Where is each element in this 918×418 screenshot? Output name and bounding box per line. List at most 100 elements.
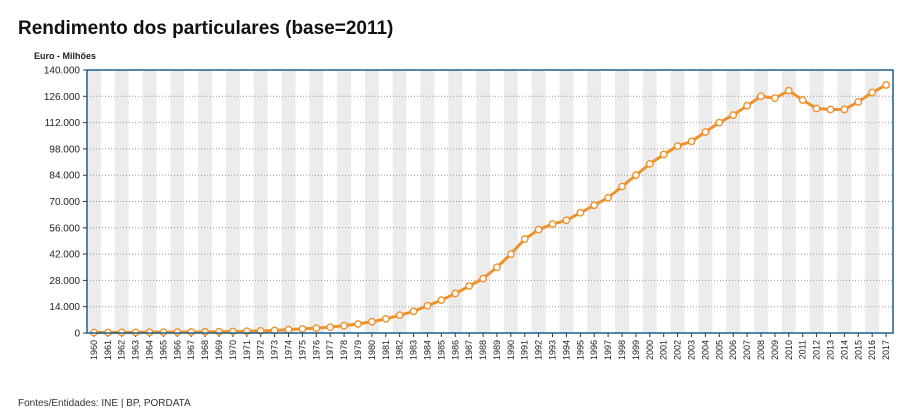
x-tick-label: 1974 (284, 340, 294, 360)
x-tick-label: 1998 (617, 340, 627, 360)
x-tick-label: 1965 (158, 340, 168, 360)
x-tick-label: 1992 (534, 340, 544, 360)
x-tick-label: 1964 (145, 340, 155, 360)
data-point (465, 282, 474, 290)
x-tick-label: 2012 (812, 340, 822, 360)
column-band (615, 70, 629, 333)
data-point (729, 111, 738, 119)
data-point (326, 323, 335, 332)
data-point (645, 160, 654, 168)
data-point (618, 182, 626, 191)
y-tick-label: 84.000 (49, 171, 80, 182)
data-point (590, 201, 599, 210)
data-point (534, 225, 543, 234)
x-tick-label: 1972 (256, 340, 266, 360)
data-point (868, 88, 877, 97)
data-point (784, 86, 793, 95)
data-point (687, 137, 696, 146)
x-tick-label: 1990 (506, 340, 516, 360)
x-tick-label: 1987 (464, 340, 474, 360)
x-tick-label: 1960 (89, 340, 99, 360)
y-tick-label: 14.000 (49, 302, 80, 313)
data-point (201, 327, 210, 336)
data-point (479, 274, 487, 283)
data-point (757, 92, 765, 101)
x-tick-label: 1980 (367, 340, 377, 360)
x-tick-label: 1999 (631, 340, 641, 360)
column-band (531, 70, 546, 333)
x-tick-label: 2001 (659, 340, 669, 360)
x-tick-label: 1963 (131, 340, 141, 360)
x-tick-label: 2007 (742, 340, 752, 360)
x-tick-label: 1962 (117, 340, 127, 360)
data-point (423, 301, 432, 310)
source-note: Fontes/Entidades: INE | BP, PORDATA (18, 398, 191, 409)
column-band (253, 70, 268, 333)
data-point (826, 105, 835, 114)
data-point (632, 171, 640, 180)
x-tick-label: 1983 (409, 340, 419, 360)
data-point (701, 128, 710, 136)
data-point (187, 328, 196, 336)
data-point (562, 216, 571, 225)
line-chart: 0 14.000 28.000 42.000 56.000 70.000 84.000 98.… (44, 66, 894, 360)
data-point (340, 321, 348, 330)
y-axis-unit-label: Euro - Milhões (34, 51, 97, 61)
x-tick-label: 2008 (756, 340, 766, 360)
data-point (173, 328, 182, 336)
data-point (312, 324, 321, 333)
x-tick-label: 1975 (297, 340, 307, 360)
y-tick-label: 0 (74, 329, 80, 340)
data-point (840, 105, 849, 114)
data-point (798, 96, 807, 104)
x-tick-label: 1978 (339, 340, 349, 360)
column-band (198, 70, 213, 333)
data-point (284, 325, 293, 334)
x-tick-label: 2006 (728, 340, 738, 360)
column-band (726, 70, 741, 333)
column-band (670, 70, 685, 333)
x-tick-label: 2002 (673, 340, 683, 360)
data-point (520, 235, 529, 243)
data-point (743, 101, 751, 110)
y-tick-label: 28.000 (49, 276, 80, 287)
x-tick-label: 1976 (311, 340, 321, 360)
chart-title: Rendimento dos particulares (base=2011) (18, 18, 394, 39)
data-point (381, 315, 390, 323)
x-tick-label: 1970 (228, 340, 238, 360)
y-tick-label: 112.000 (45, 118, 81, 129)
x-tick-label: 2015 (853, 340, 863, 360)
x-tick-label: 2009 (770, 340, 780, 360)
data-point (493, 263, 501, 272)
data-point (659, 150, 668, 159)
data-point (770, 94, 779, 103)
data-point (882, 81, 890, 89)
x-tick-label: 1989 (492, 340, 502, 360)
data-point (506, 250, 515, 259)
column-band (642, 70, 657, 333)
data-point (576, 208, 585, 217)
data-point (145, 328, 154, 337)
x-tick-label: 1967 (186, 340, 196, 360)
column-band (420, 70, 435, 333)
x-tick-label: 1997 (603, 340, 613, 360)
y-axis-ticks: 0 14.000 28.000 42.000 56.000 70.000 84.000 98.… (44, 66, 87, 340)
column-band (448, 70, 463, 333)
data-point (298, 324, 307, 333)
data-point (409, 307, 418, 316)
data-point (812, 104, 821, 113)
column-band (337, 70, 352, 333)
y-tick-label: 140.000 (44, 66, 81, 77)
data-point (451, 289, 460, 298)
data-point (548, 220, 557, 228)
x-tick-label: 1979 (353, 340, 363, 360)
x-tick-label: 1988 (478, 340, 488, 360)
x-tick-label: 1977 (325, 340, 335, 360)
x-tick-label: 1968 (200, 340, 210, 360)
data-point (159, 328, 168, 337)
x-tick-label: 2004 (700, 340, 710, 360)
y-tick-label: 42.000 (49, 250, 80, 261)
x-tick-label: 1996 (589, 340, 599, 360)
x-tick-label: 2010 (784, 340, 794, 360)
column-band (754, 70, 768, 333)
